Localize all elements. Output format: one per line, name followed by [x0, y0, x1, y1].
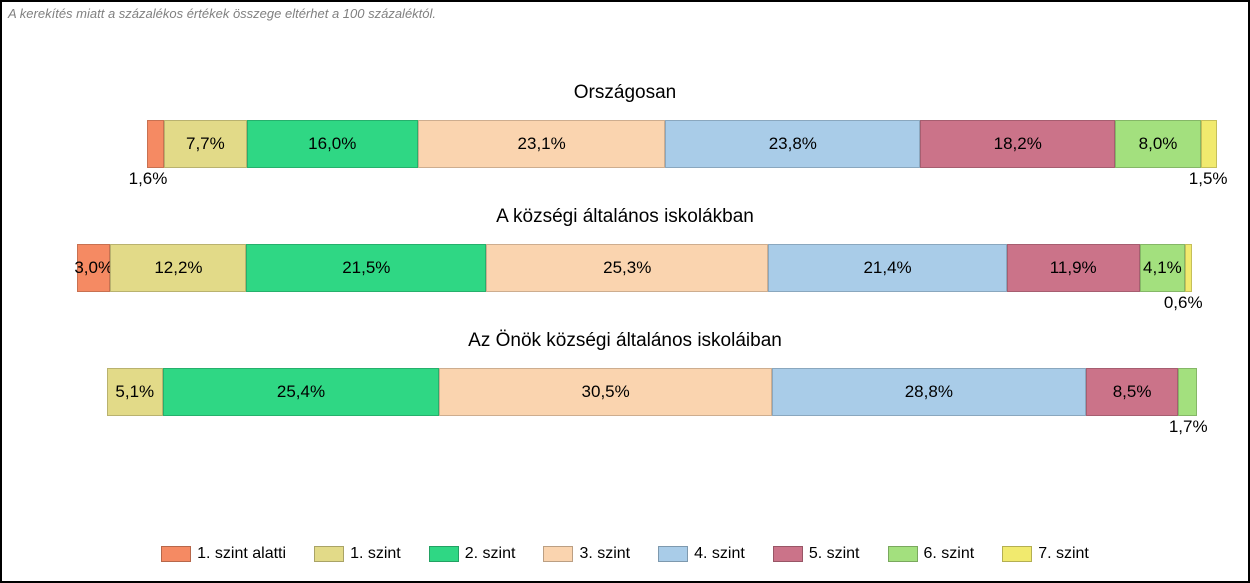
segment-label: 21,5% [342, 258, 390, 278]
bar-segment: 8,0% [1115, 120, 1201, 168]
segment-label: 1,7% [1169, 417, 1208, 437]
legend-swatch [543, 546, 573, 562]
bar-segment: 30,5% [439, 368, 771, 416]
legend-swatch [658, 546, 688, 562]
bar-segment: 23,1% [418, 120, 665, 168]
legend-swatch [161, 546, 191, 562]
legend-swatch [314, 546, 344, 562]
legend-swatch [1002, 546, 1032, 562]
segment-label: 11,9% [1050, 258, 1097, 278]
segment-label: 7,7% [186, 134, 225, 154]
legend-label: 1. szint alatti [197, 545, 286, 563]
stacked-bar: 3,0% 12,2% 21,5% 25,3% 21,4% 11,9% 4,1%0,6% [77, 244, 1192, 292]
bar-segment: 25,3% [486, 244, 768, 292]
rounding-note: A kerekítés miatt a százalékos értékek ö… [8, 6, 436, 21]
bar-segment: 3,0% [77, 244, 110, 292]
bar-wrap: 5,1% 25,4% 30,5% 28,8% 8,5% 1,7% [2, 358, 1248, 426]
bar-row: A községi általános iskolákban 3,0% 12,2% 2… [2, 206, 1248, 302]
bar-segment: 8,5% [1086, 368, 1179, 416]
row-title: A községi általános iskolákban [2, 206, 1248, 228]
bar-segment: 16,0% [247, 120, 418, 168]
bar-segment: 5,1% [107, 368, 163, 416]
bar-wrap: 1,6% 7,7% 16,0% 23,1% 23,8% 18,2% 8,0% 1,5% [2, 110, 1248, 178]
legend-label: 3. szint [579, 545, 630, 563]
chart-area: Országosan 1,6% 7,7% 16,0% 23,1% 23,8% 18,2% 8,… [2, 82, 1248, 454]
bar-segment: 21,4% [768, 244, 1007, 292]
bar-wrap: 3,0% 12,2% 21,5% 25,3% 21,4% 11,9% 4,1%0,6% [2, 234, 1248, 302]
bar-segment: 25,4% [163, 368, 440, 416]
bar-segment: 12,2% [110, 244, 246, 292]
segment-label: 3,0% [74, 258, 113, 278]
bar-segment: 1,5% [1201, 120, 1217, 168]
segment-label: 23,1% [518, 134, 566, 154]
bar-row: Az Önök községi általános iskoláiban 5,1%… [2, 330, 1248, 426]
legend-label: 6. szint [924, 545, 975, 563]
legend-label: 5. szint [809, 545, 860, 563]
legend-label: 7. szint [1038, 545, 1089, 563]
legend-swatch [429, 546, 459, 562]
segment-label: 1,6% [129, 169, 168, 189]
legend-item: 3. szint [543, 545, 630, 563]
bar-segment: 28,8% [772, 368, 1086, 416]
segment-label: 23,8% [769, 134, 817, 154]
legend-item: 1. szint alatti [161, 545, 286, 563]
bar-row: Országosan 1,6% 7,7% 16,0% 23,1% 23,8% 18,2% 8,… [2, 82, 1248, 178]
segment-label: 21,4% [863, 258, 911, 278]
segment-label: 4,1% [1143, 258, 1182, 278]
bar-segment: 0,6% [1185, 244, 1192, 292]
legend-label: 2. szint [465, 545, 516, 563]
bar-segment: 23,8% [665, 120, 920, 168]
segment-label: 8,5% [1113, 382, 1152, 402]
row-title: Országosan [2, 82, 1248, 104]
legend-label: 1. szint [350, 545, 401, 563]
legend-item: 1. szint [314, 545, 401, 563]
legend-item: 5. szint [773, 545, 860, 563]
segment-label: 18,2% [994, 134, 1042, 154]
bar-segment: 11,9% [1007, 244, 1140, 292]
legend-swatch [773, 546, 803, 562]
legend-item: 6. szint [888, 545, 975, 563]
segment-label: 25,4% [277, 382, 325, 402]
stacked-bar: 5,1% 25,4% 30,5% 28,8% 8,5% 1,7% [107, 368, 1197, 416]
legend-swatch [888, 546, 918, 562]
legend: 1. szint alatti 1. szint 2. szint 3. szint 4… [2, 545, 1248, 563]
bar-segment: 7,7% [164, 120, 246, 168]
legend-item: 7. szint [1002, 545, 1089, 563]
row-title: Az Önök községi általános iskoláiban [2, 330, 1248, 352]
segment-label: 5,1% [115, 382, 154, 402]
bar-segment: 1,6% [147, 120, 164, 168]
segment-label: 8,0% [1139, 134, 1178, 154]
segment-label: 0,6% [1164, 293, 1203, 313]
legend-label: 4. szint [694, 545, 745, 563]
segment-label: 25,3% [603, 258, 651, 278]
stacked-bar: 1,6% 7,7% 16,0% 23,1% 23,8% 18,2% 8,0% 1,5% [147, 120, 1217, 168]
legend-item: 2. szint [429, 545, 516, 563]
segment-label: 12,2% [154, 258, 202, 278]
bar-segment: 4,1% [1140, 244, 1186, 292]
bar-segment: 21,5% [246, 244, 486, 292]
chart-frame: A kerekítés miatt a százalékos értékek ö… [0, 0, 1250, 583]
segment-label: 1,5% [1189, 169, 1228, 189]
bar-segment: 18,2% [920, 120, 1115, 168]
segment-label: 30,5% [582, 382, 630, 402]
legend-item: 4. szint [658, 545, 745, 563]
bar-segment: 1,7% [1178, 368, 1197, 416]
segment-label: 16,0% [308, 134, 356, 154]
segment-label: 28,8% [905, 382, 953, 402]
